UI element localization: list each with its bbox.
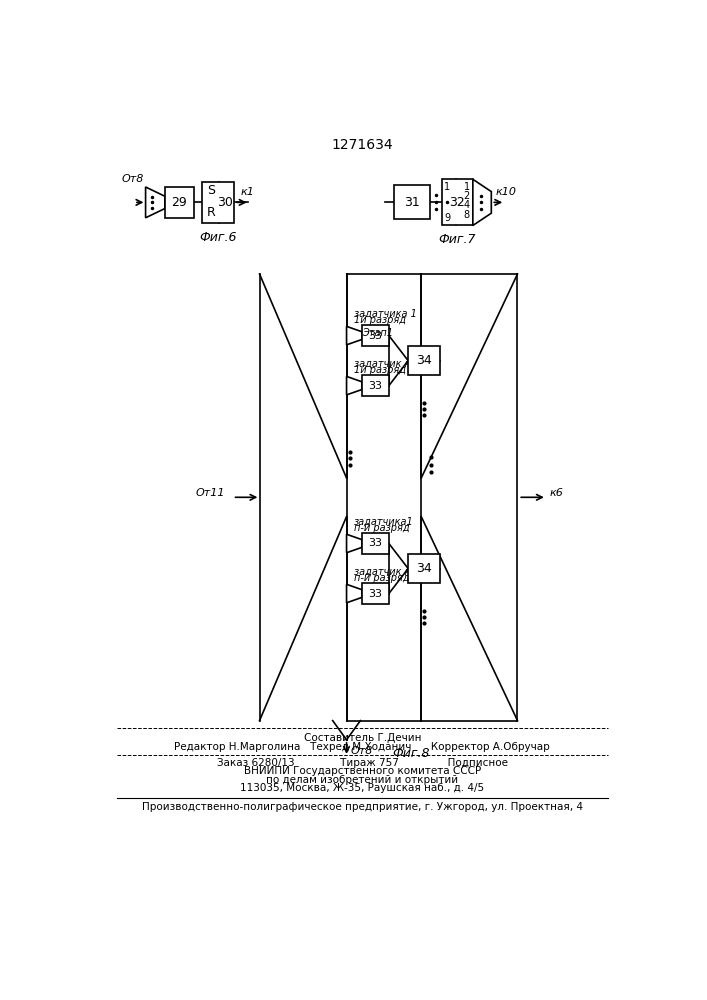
Text: 34: 34: [416, 354, 432, 367]
Text: 2: 2: [464, 191, 469, 201]
Bar: [362, 325, 389, 346]
Bar: [165, 187, 194, 218]
Bar: [201, 182, 234, 223]
Text: 31: 31: [404, 196, 420, 209]
Text: 1й разряд: 1й разряд: [354, 315, 407, 325]
Text: От8: От8: [122, 174, 144, 184]
Text: 33: 33: [368, 331, 382, 341]
Text: 33: 33: [368, 381, 382, 391]
Polygon shape: [473, 179, 491, 225]
Text: 113035, Москва, Ж-35, Раушская наб., д. 4/5: 113035, Москва, Ж-35, Раушская наб., д. …: [240, 783, 484, 793]
Text: 4: 4: [464, 200, 469, 210]
Polygon shape: [346, 584, 362, 603]
Text: 29: 29: [172, 196, 187, 209]
Bar: [442, 179, 473, 225]
Bar: [362, 583, 389, 604]
Text: задатчика1: задатчика1: [354, 517, 414, 527]
Text: Составитель Г.Дечин: Составитель Г.Дечин: [303, 733, 421, 743]
Text: 1: 1: [445, 182, 450, 192]
Text: п-й разряд: п-й разряд: [354, 523, 410, 533]
Text: 33: 33: [368, 538, 382, 548]
Text: Фиг.7: Фиг.7: [438, 233, 477, 246]
Text: Производственно-полиграфическое предприятие, г. Ужгород, ул. Проектная, 4: Производственно-полиграфическое предприя…: [142, 802, 583, 812]
Text: п-й разряд: п-й разряд: [354, 573, 410, 583]
Text: Фиг.6: Фиг.6: [199, 231, 237, 244]
Text: 1й разряд: 1й разряд: [354, 365, 407, 375]
Text: Редактор Н.Марголина   Техред М.Ходанич      Корректор А.Обручар: Редактор Н.Марголина Техред М.Ходанич Ко…: [175, 742, 550, 752]
Polygon shape: [346, 376, 362, 395]
Text: R: R: [206, 206, 216, 219]
Text: 30: 30: [217, 196, 233, 209]
Text: Этап1: Этап1: [362, 328, 393, 338]
Text: к6: к6: [550, 488, 563, 498]
Text: 1: 1: [464, 182, 469, 192]
Text: 9: 9: [445, 213, 450, 223]
Text: От11: От11: [195, 488, 225, 498]
Text: S: S: [207, 184, 215, 197]
Text: Заказ 6280/13              Тираж 757               Подписное: Заказ 6280/13 Тираж 757 Подписное: [217, 758, 508, 768]
Polygon shape: [146, 187, 165, 218]
Bar: [362, 375, 389, 396]
Bar: [408, 346, 440, 375]
Polygon shape: [346, 326, 362, 345]
Text: 8: 8: [464, 210, 469, 220]
Bar: [408, 554, 440, 583]
Text: к10: к10: [496, 187, 517, 197]
Text: 34: 34: [416, 562, 432, 575]
Bar: [362, 533, 389, 554]
Bar: [395, 185, 430, 219]
Text: ВНИИПИ Государственного комитета СССР: ВНИИПИ Государственного комитета СССР: [244, 766, 481, 776]
Text: 33: 33: [368, 589, 382, 599]
Text: Фиг.8: Фиг.8: [393, 747, 431, 760]
Text: задатчика 1: задатчика 1: [354, 309, 417, 319]
Text: От8: От8: [351, 746, 373, 756]
Text: по делам изобретений и открытий: по делам изобретений и открытий: [267, 775, 458, 785]
Text: задатчик к: задатчик к: [354, 567, 411, 577]
Text: 1271634: 1271634: [331, 138, 393, 152]
Text: 32: 32: [450, 196, 465, 209]
Text: задатчик к: задатчик к: [354, 359, 411, 369]
Text: к1: к1: [240, 187, 255, 197]
Polygon shape: [346, 534, 362, 553]
